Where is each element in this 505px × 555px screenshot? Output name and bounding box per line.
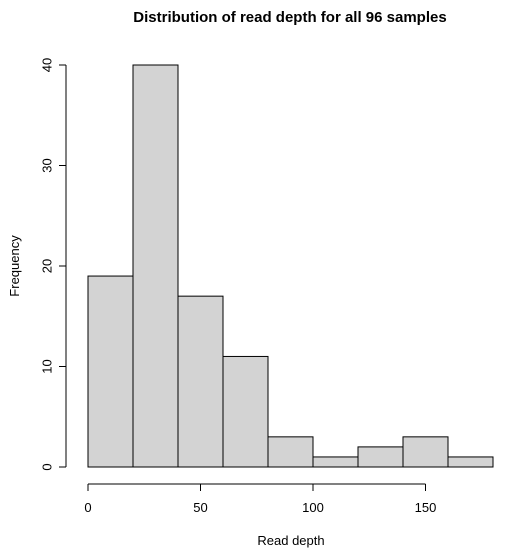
histogram-bar bbox=[402, 436, 449, 468]
y-tick-label: 0 bbox=[39, 463, 54, 470]
histogram-bar bbox=[357, 446, 404, 468]
y-axis: 0 10 20 30 40 bbox=[39, 58, 67, 471]
bars-group bbox=[87, 64, 494, 468]
x-tick-label: 0 bbox=[84, 500, 91, 515]
x-axis-label: Read depth bbox=[257, 533, 324, 548]
x-tick-label: 150 bbox=[415, 500, 437, 515]
chart-title: Distribution of read depth for all 96 sa… bbox=[133, 9, 446, 26]
histogram-bar bbox=[267, 436, 314, 468]
histogram-bar bbox=[312, 456, 359, 468]
x-tick-label: 50 bbox=[193, 500, 207, 515]
histogram-bar bbox=[222, 355, 269, 468]
y-axis-label: Frequency bbox=[7, 235, 22, 297]
y-tick-label: 10 bbox=[39, 359, 54, 373]
x-tick-label: 100 bbox=[302, 500, 324, 515]
x-axis: 0 50 100 150 bbox=[84, 483, 437, 515]
histogram-bar bbox=[447, 456, 494, 468]
y-tick-label: 20 bbox=[39, 259, 54, 273]
histogram-bar bbox=[87, 275, 134, 468]
y-tick-label: 30 bbox=[39, 158, 54, 172]
histogram-bar bbox=[177, 295, 224, 468]
y-tick-label: 40 bbox=[39, 58, 54, 72]
histogram-bar bbox=[132, 64, 179, 468]
